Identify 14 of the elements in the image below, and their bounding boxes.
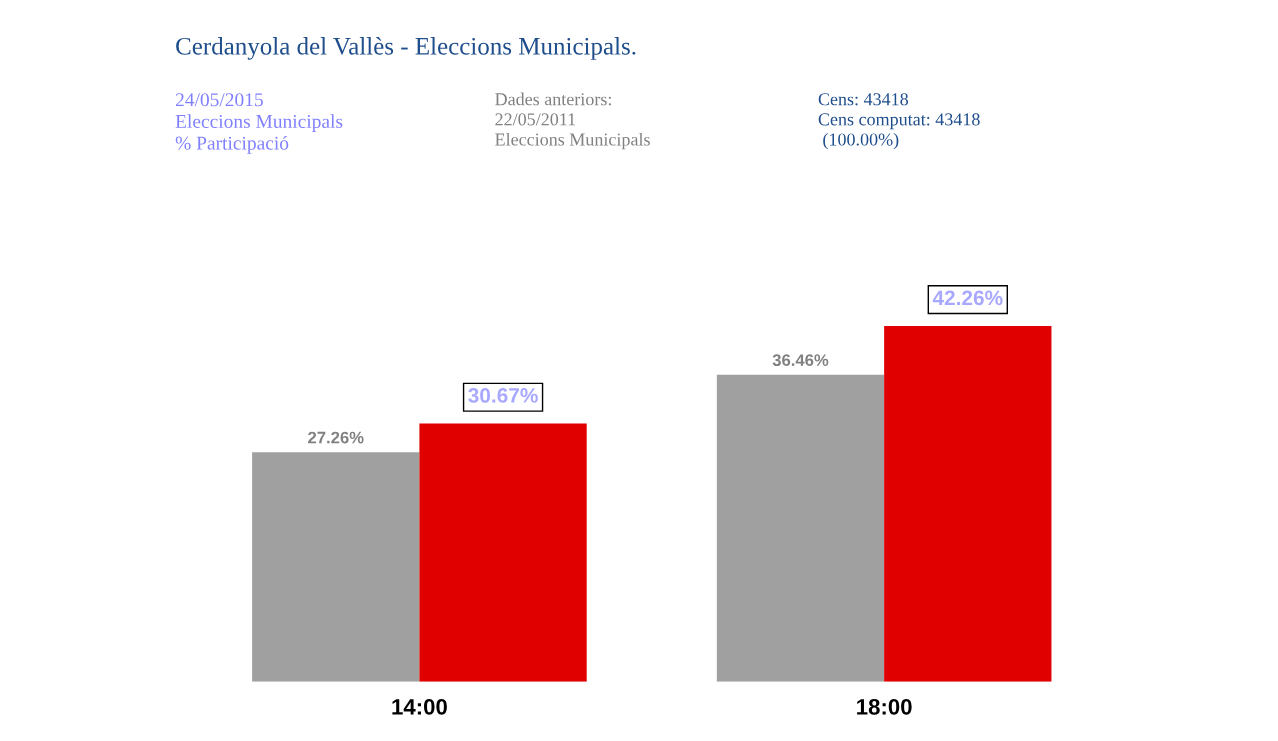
x-tick-label: 18:00 — [857, 698, 912, 715]
bar — [884, 326, 1052, 682]
data-label: 27.26% — [308, 431, 364, 444]
bar — [716, 374, 885, 682]
data-label: 36.46% — [772, 354, 829, 367]
bar — [252, 452, 420, 682]
text: 24/05/2015 Eleccions Municipals % Participació — [175, 93, 343, 154]
chart-title: Cerdanyola del Vallès - Eleccions Municipals. — [176, 37, 636, 60]
x-tick-label: 14:00 — [392, 698, 447, 715]
text: Dades anteriors: 22/05/2011 Eleccions Municipals — [495, 92, 650, 150]
data-label: 30.67% — [468, 388, 538, 403]
data-label: 42.26% — [932, 290, 1003, 306]
text: Cens: 43418 Cens computat: 43418 (100.00%) — [818, 93, 980, 150]
bar — [419, 423, 587, 682]
